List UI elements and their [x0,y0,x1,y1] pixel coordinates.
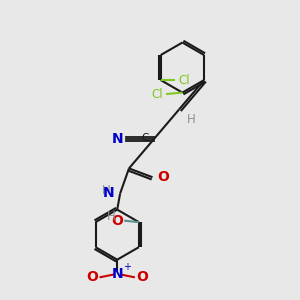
Text: Cl: Cl [152,88,163,100]
Text: O: O [111,214,123,228]
Text: C: C [142,133,149,143]
Text: H: H [106,210,115,223]
Text: N: N [111,267,123,281]
Text: +: + [123,262,131,272]
Text: O: O [157,170,169,184]
Text: N: N [103,186,115,200]
Text: O: O [86,270,98,284]
Text: O: O [136,270,148,284]
Text: N: N [112,132,123,146]
Text: Cl: Cl [178,74,190,87]
Text: -: - [143,266,147,279]
Text: H: H [102,184,111,197]
Text: H: H [187,113,196,126]
